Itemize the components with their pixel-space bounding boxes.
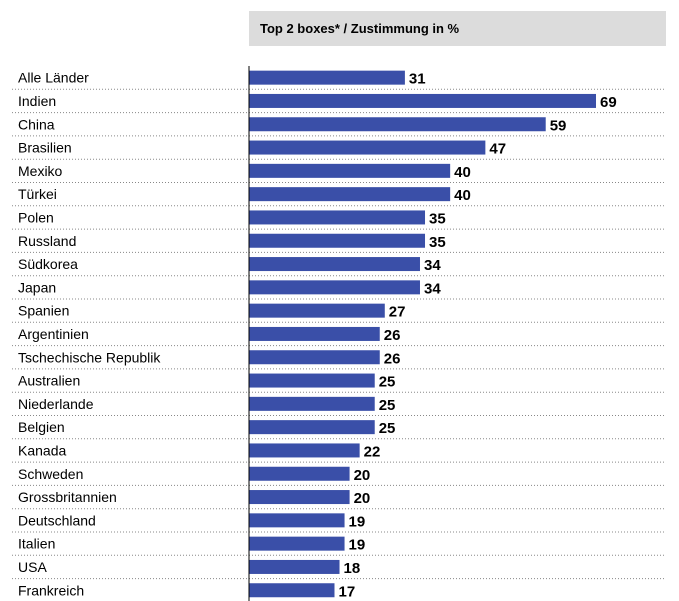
chart-title-box: Top 2 boxes* / Zustimmung in % [249,11,666,46]
value-label: 20 [354,467,371,484]
value-label: 26 [384,327,401,344]
bar [249,513,345,528]
value-label: 25 [379,374,396,391]
bar [249,303,385,318]
bar [249,210,426,225]
bar [249,257,420,272]
bar [249,373,375,388]
bar [249,280,420,295]
value-label: 18 [344,560,361,577]
category-label: China [18,116,55,132]
category-label: Argentinien [18,326,89,342]
category-label: Belgien [18,419,65,435]
bar [249,559,340,574]
category-label: Niederlande [18,396,94,412]
value-label: 25 [379,420,396,437]
value-label: 40 [454,187,471,204]
category-label: Italien [18,536,55,552]
category-label: Mexiko [18,163,63,179]
category-label: Russland [18,233,76,249]
value-label: 26 [384,350,401,367]
value-label: 69 [600,94,617,111]
bar [249,443,360,458]
value-label: 19 [349,537,366,554]
value-label: 40 [454,164,471,181]
category-label: Frankreich [18,582,84,598]
value-label: 35 [429,210,446,227]
category-label: Schweden [18,466,83,482]
value-label: 35 [429,234,446,251]
bar [249,117,546,132]
bar [249,233,426,248]
value-label: 34 [424,257,441,274]
bar [249,187,451,202]
bar [249,490,350,505]
category-label: USA [18,559,47,575]
value-label: 19 [349,513,366,530]
category-label: Südkorea [18,256,78,272]
category-label: Polen [18,209,54,225]
bar [249,326,380,341]
category-label: Brasilien [18,140,72,156]
category-label: Australien [18,373,80,389]
category-label: Kanada [18,442,66,458]
value-label: 22 [364,443,381,460]
bar [249,536,345,551]
bar [249,93,596,108]
category-label: Spanien [18,303,69,319]
value-label: 47 [489,141,506,158]
value-label: 20 [354,490,371,507]
category-label: Alle Länder [18,70,89,86]
bar [249,420,375,435]
chart-title: Top 2 boxes* / Zustimmung in % [260,21,460,36]
category-label: Grossbritannien [18,489,117,505]
bar [249,70,405,85]
bar [249,396,375,411]
bar [249,140,486,155]
value-label: 59 [550,117,567,134]
value-label: 34 [424,280,441,297]
category-label: Indien [18,93,56,109]
category-label: Türkei [18,186,57,202]
category-label: Tschechische Republik [18,349,161,365]
bar [249,350,380,365]
bar [249,466,350,481]
category-label: Japan [18,279,56,295]
value-label: 27 [389,304,406,321]
bar [249,583,335,598]
bar [249,163,451,178]
category-label: Deutschland [18,512,96,528]
value-label: 31 [409,71,426,88]
value-label: 17 [338,583,355,600]
value-label: 25 [379,397,396,414]
